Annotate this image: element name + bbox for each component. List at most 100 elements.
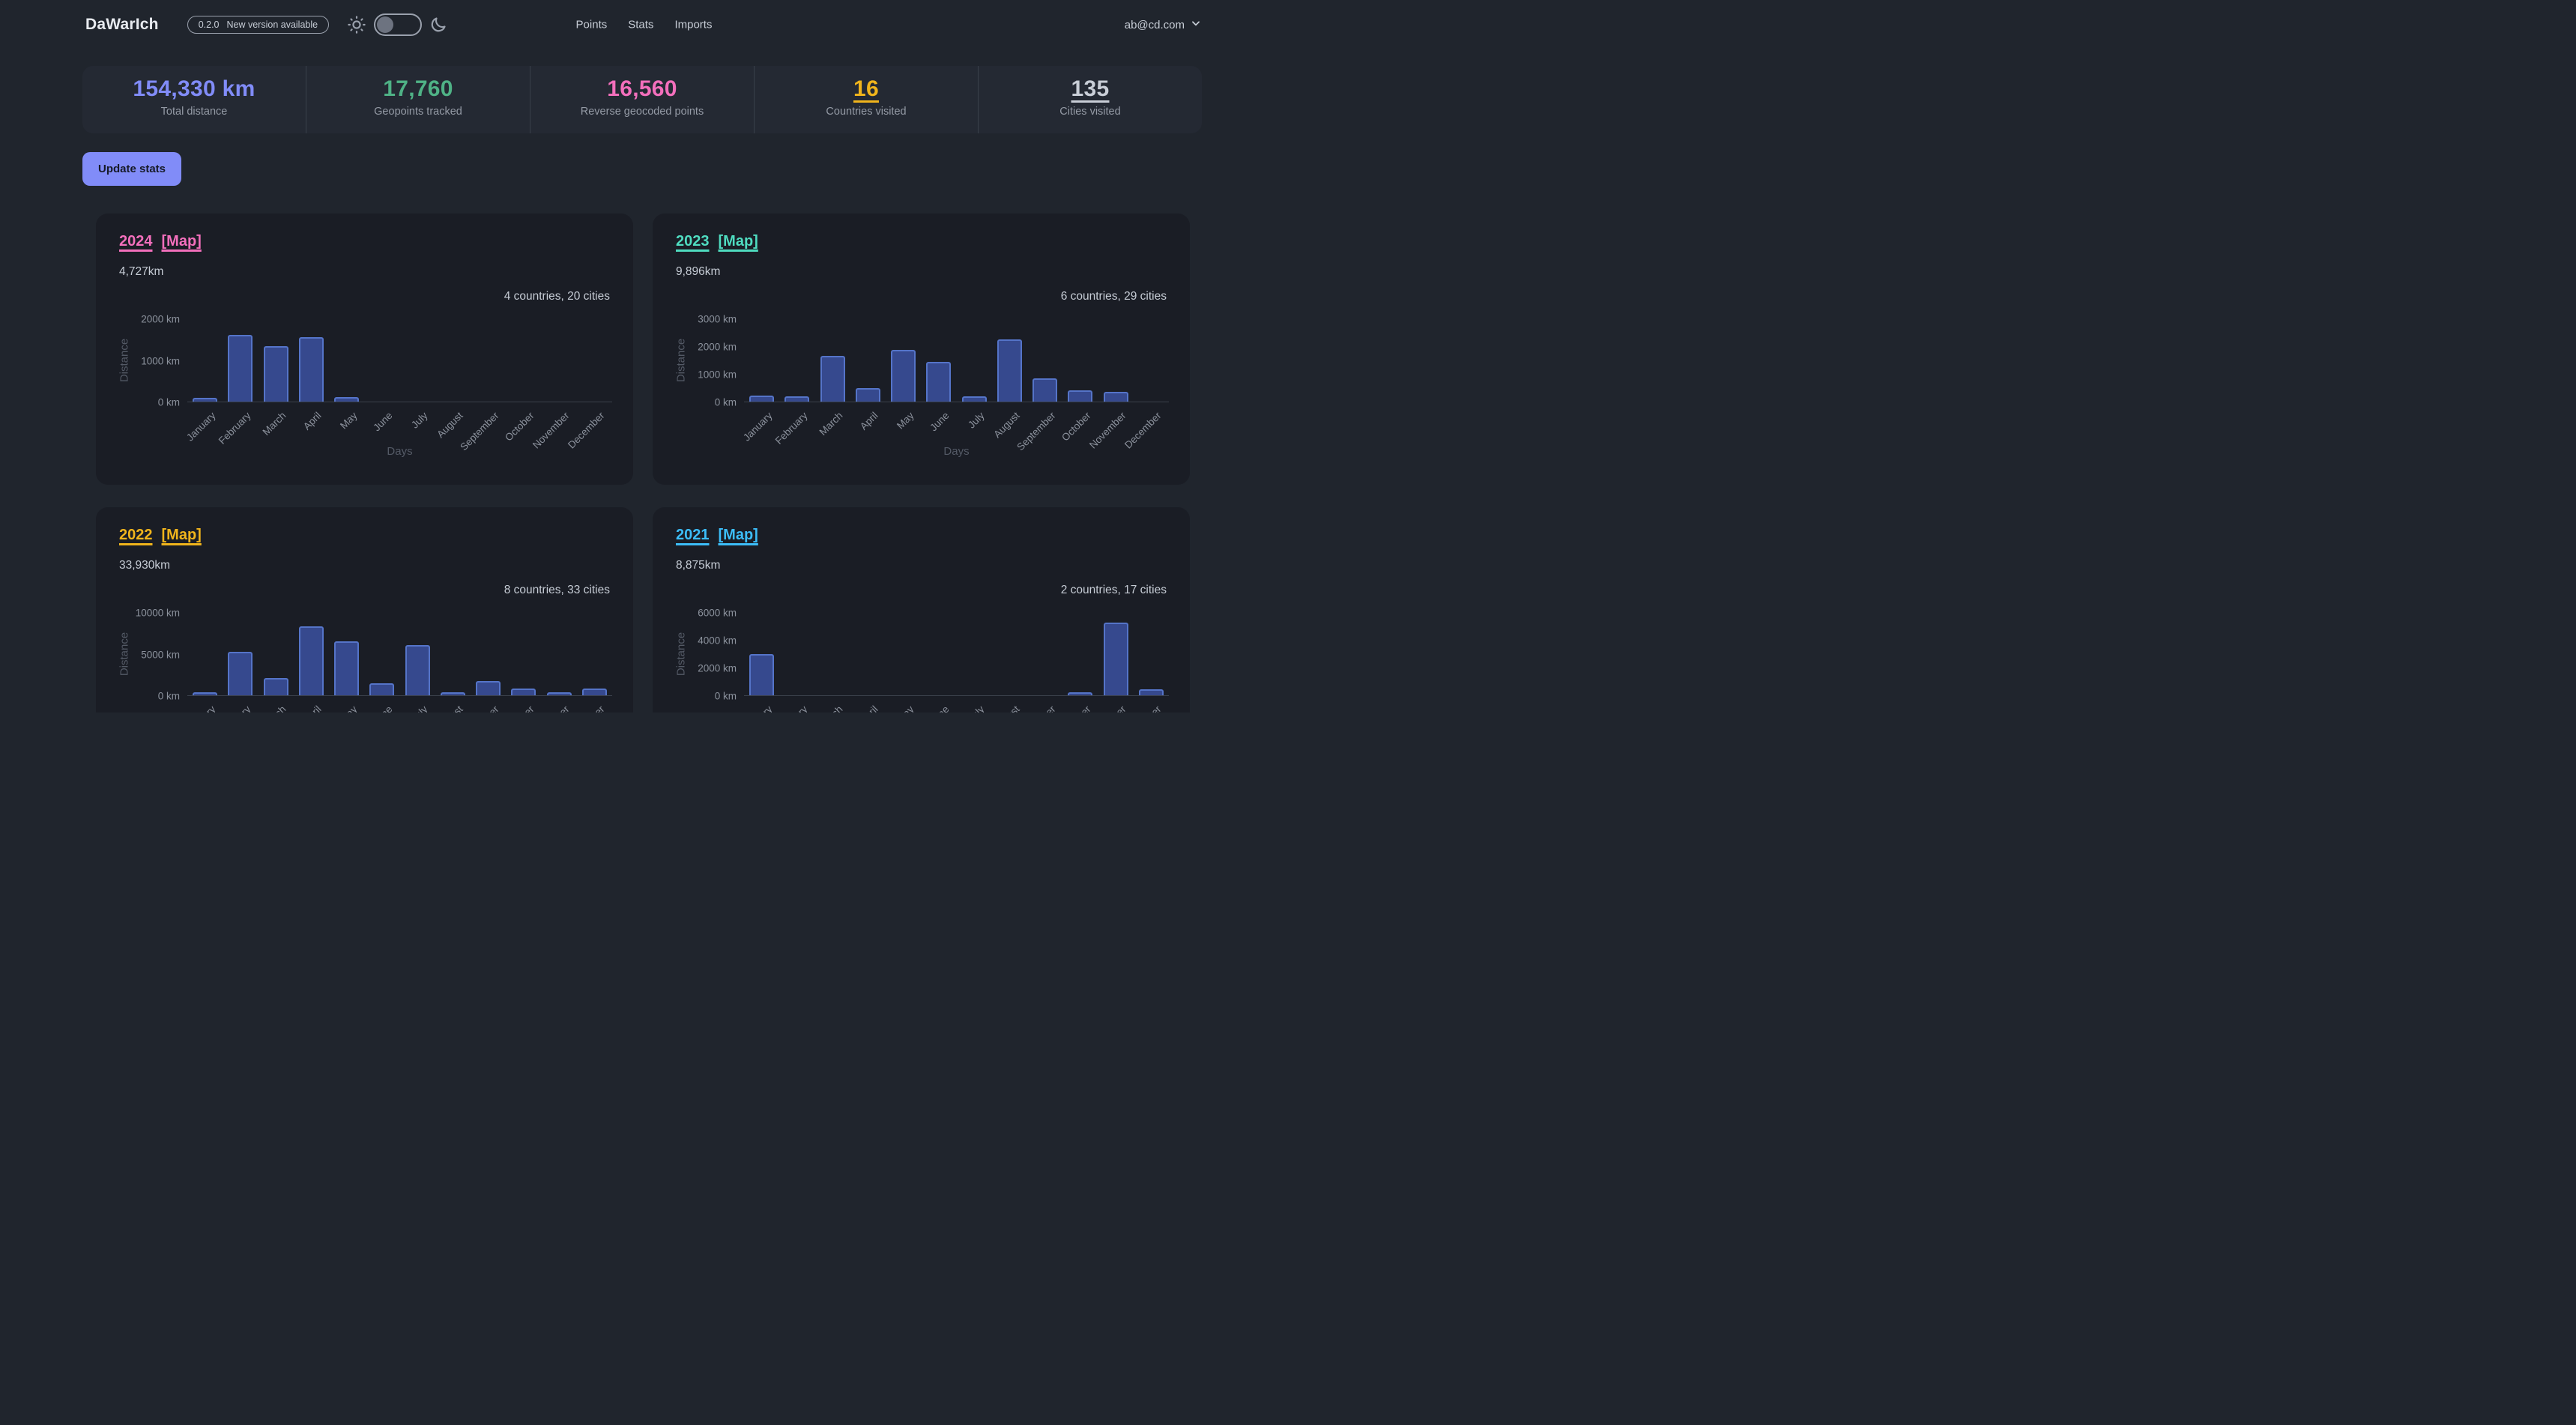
bar-april bbox=[298, 626, 324, 695]
bar-september bbox=[476, 681, 501, 695]
stat-reverse-geocoded: 16,560 Reverse geocoded points bbox=[530, 66, 754, 133]
bar-february bbox=[228, 651, 253, 695]
update-stats-button[interactable]: Update stats bbox=[82, 152, 182, 186]
year-card-2022: 2022 [Map] 33,930km 8 countries, 33 citi… bbox=[96, 507, 633, 712]
version-badge[interactable]: 0.2.0 New version available bbox=[187, 16, 330, 34]
map-link-2022[interactable]: [Map] bbox=[161, 527, 202, 543]
stat-total-distance: 154,330 km Total distance bbox=[82, 66, 306, 133]
card-head: 2023 [Map] bbox=[676, 233, 758, 250]
bar-january bbox=[193, 398, 218, 402]
year-distance: 9,896km bbox=[676, 265, 721, 278]
bar-december bbox=[1138, 689, 1164, 695]
distance-bar-chart-2024: Distance 0 km 1000 km 2000 km January Februar… bbox=[96, 214, 633, 485]
x-axis-title: Days bbox=[943, 445, 970, 458]
y-tick-label: 6000 km bbox=[698, 607, 737, 619]
x-axis-title: Days bbox=[387, 445, 413, 458]
bar-march bbox=[263, 677, 288, 695]
bar-january bbox=[749, 396, 775, 402]
bar-august bbox=[440, 692, 465, 695]
stat-cities-visited: 135 Cities visited bbox=[978, 66, 1202, 133]
y-tick-label: 0 km bbox=[157, 690, 180, 702]
year-summary: 6 countries, 29 cities bbox=[1060, 290, 1167, 303]
bar-september bbox=[1032, 378, 1058, 402]
bar-june bbox=[369, 683, 395, 695]
version-badge-label: New version available bbox=[226, 19, 318, 30]
x-tick-label: January bbox=[141, 704, 218, 712]
bar-may bbox=[334, 641, 360, 695]
year-card-2023: 2023 [Map] 9,896km 6 countries, 29 citie… bbox=[653, 214, 1190, 485]
map-link-2024[interactable]: [Map] bbox=[161, 233, 202, 249]
sun-icon bbox=[347, 15, 366, 34]
year-distance: 33,930km bbox=[119, 559, 171, 572]
bar-november bbox=[546, 692, 572, 695]
y-tick-label: 5000 km bbox=[141, 649, 180, 660]
app-logo: DaWarIch bbox=[85, 16, 159, 33]
version-number: 0.2.0 bbox=[198, 19, 220, 30]
stat-label: Reverse geocoded points bbox=[580, 106, 704, 118]
year-card-2021: 2021 [Map] 8,875km 2 countries, 17 citie… bbox=[653, 507, 1190, 712]
year-link-2023[interactable]: 2023 bbox=[676, 233, 710, 249]
stat-countries-visited: 16 Countries visited bbox=[754, 66, 978, 133]
year-link-2024[interactable]: 2024 bbox=[119, 233, 153, 249]
y-tick-label: 1000 km bbox=[141, 355, 180, 366]
map-link-2021[interactable]: [Map] bbox=[718, 527, 758, 543]
year-cards-grid: 2024 [Map] 4,727km 4 countries, 20 citie… bbox=[96, 214, 1190, 712]
bar-april bbox=[855, 388, 880, 402]
bar-november bbox=[1103, 392, 1128, 402]
stat-value: 17,760 bbox=[383, 76, 453, 101]
year-distance: 8,875km bbox=[676, 559, 721, 572]
y-tick-label: 2000 km bbox=[141, 313, 180, 325]
chart-plot bbox=[744, 319, 1169, 402]
theme-switcher bbox=[347, 13, 447, 36]
card-head: 2021 [Map] bbox=[676, 527, 758, 544]
user-email: ab@cd.com bbox=[1124, 18, 1185, 31]
year-link-2022[interactable]: 2022 bbox=[119, 527, 153, 543]
nav-imports[interactable]: Imports bbox=[674, 18, 713, 31]
bar-august bbox=[997, 339, 1022, 402]
chart-plot bbox=[744, 613, 1169, 696]
stat-label: Cities visited bbox=[1059, 106, 1121, 118]
bar-october bbox=[1068, 390, 1093, 402]
y-tick-label: 0 km bbox=[714, 690, 737, 702]
theme-toggle-knob[interactable] bbox=[377, 16, 394, 33]
year-summary: 2 countries, 17 cities bbox=[1060, 584, 1167, 596]
nav-stats[interactable]: Stats bbox=[628, 18, 654, 31]
bar-june bbox=[926, 362, 952, 402]
card-head: 2024 [Map] bbox=[119, 233, 202, 250]
stat-value: 154,330 km bbox=[133, 76, 256, 101]
year-link-2021[interactable]: 2021 bbox=[676, 527, 710, 543]
year-distance: 4,727km bbox=[119, 265, 164, 278]
bar-february bbox=[228, 335, 253, 402]
stat-value: 16,560 bbox=[607, 76, 677, 101]
bar-may bbox=[334, 397, 360, 402]
dashboard-page: DaWarIch 0.2.0 New version available bbox=[0, 0, 1288, 712]
y-tick-label: 1000 km bbox=[698, 369, 737, 381]
bar-january bbox=[749, 653, 775, 695]
bar-december bbox=[581, 688, 607, 695]
stat-geopoints-tracked: 17,760 Geopoints tracked bbox=[306, 66, 530, 133]
app-header: DaWarIch 0.2.0 New version available bbox=[0, 0, 1288, 49]
stat-label: Geopoints tracked bbox=[374, 106, 462, 118]
chevron-down-icon bbox=[1191, 18, 1201, 31]
map-link-2023[interactable]: [Map] bbox=[718, 233, 758, 249]
x-tick-label: January bbox=[698, 704, 775, 712]
nav-points[interactable]: Points bbox=[575, 18, 608, 31]
user-menu[interactable]: ab@cd.com bbox=[1125, 18, 1201, 31]
countries-visited-link[interactable]: 16 bbox=[853, 76, 879, 101]
y-tick-label: 2000 km bbox=[698, 662, 737, 674]
bar-july bbox=[405, 644, 430, 695]
bar-february bbox=[784, 396, 810, 402]
theme-toggle[interactable] bbox=[374, 13, 423, 36]
y-tick-label: 2000 km bbox=[698, 341, 737, 353]
chart-plot bbox=[187, 319, 612, 402]
stats-summary-bar: 154,330 km Total distance 17,760 Geopoin… bbox=[82, 66, 1202, 133]
year-summary: 4 countries, 20 cities bbox=[504, 290, 610, 303]
bar-october bbox=[1068, 692, 1093, 695]
stat-label: Total distance bbox=[160, 106, 228, 118]
cities-visited-link[interactable]: 135 bbox=[1071, 76, 1110, 101]
bar-july bbox=[961, 396, 987, 402]
y-tick-label: 0 km bbox=[157, 396, 180, 408]
distance-bar-chart-2023: Distance 0 km 1000 km 2000 km 3000 km January… bbox=[653, 214, 1190, 485]
